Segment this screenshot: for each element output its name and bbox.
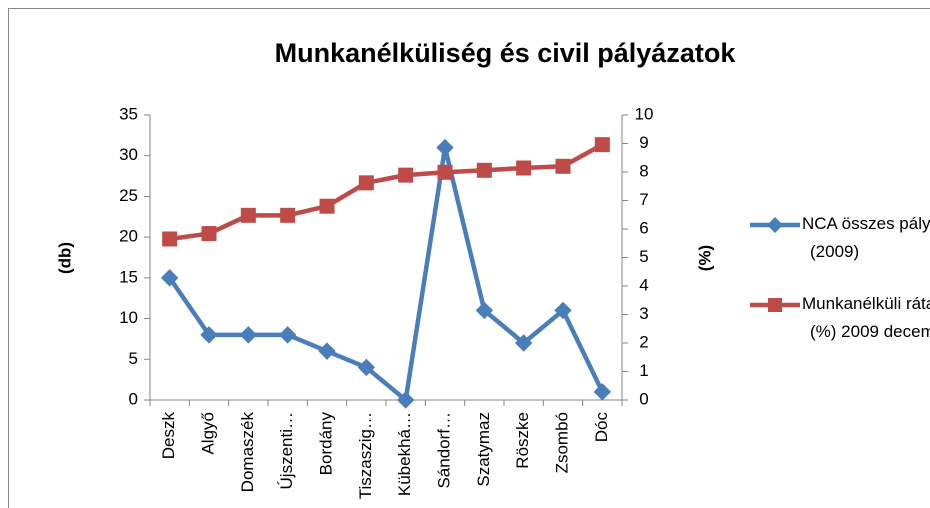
x-tick-label: Zsombó [552, 412, 571, 473]
legend-label-line: Munkanélküli ráta [802, 294, 930, 313]
legend-label: Munkanélküli ráta (%) 2009 december [802, 294, 930, 341]
x-tick-label: Deszk [159, 412, 178, 460]
legend-label-line: (%) 2009 december [810, 322, 930, 341]
y2-tick-label: 7 [639, 190, 648, 209]
y-tick-label: 15 [119, 267, 138, 286]
y2-axis-label: (%) [695, 245, 714, 271]
data-point [280, 207, 296, 223]
y2-tick-label: 9 [639, 133, 648, 152]
y-tick-label: 35 [119, 104, 138, 123]
x-tick-label: Tiszaszig… [356, 412, 375, 499]
x-tick-label: Kübekhá… [395, 412, 414, 496]
chart-title: Munkanélküliség és civil pályázatok [275, 38, 737, 68]
data-point [554, 301, 572, 320]
y-tick-label: 25 [119, 186, 138, 205]
data-point [594, 137, 610, 153]
y2-tick-label: 4 [639, 275, 648, 294]
data-point [162, 231, 178, 247]
x-tick-label: Röszke [513, 412, 532, 469]
data-point [200, 326, 218, 344]
data-point [240, 207, 256, 223]
data-point [514, 334, 533, 352]
y-tick-label: 30 [119, 145, 138, 164]
y-tick-label: 0 [129, 389, 138, 408]
x-tick-label: Dóc [592, 412, 611, 443]
y2-tick-label: 2 [639, 332, 648, 351]
chart-border [8, 8, 930, 508]
data-point [436, 138, 454, 157]
legend-label-line: (2009) [810, 242, 859, 261]
data-point [437, 164, 453, 180]
legend-marker [767, 217, 783, 233]
x-tick-label: Újszenti… [277, 412, 296, 489]
y2-tick-label: 5 [639, 247, 648, 266]
data-point [476, 162, 492, 178]
y2-tick-label: 1 [639, 361, 648, 380]
x-tick-label: Sándorf… [434, 412, 453, 489]
data-point [160, 269, 179, 287]
data-point [555, 158, 571, 174]
x-tick-label: Szatymaz [474, 412, 493, 487]
x-tick-label: Domaszék [238, 412, 257, 493]
y-axis-label: (db) [55, 242, 74, 274]
y2-tick-label: 0 [639, 389, 648, 408]
legend-label: NCA összes pályázat (2009) [802, 214, 930, 261]
legend-label-line: NCA összes pályázat [802, 214, 930, 233]
data-point [318, 342, 336, 360]
y2-tick-label: 6 [639, 218, 648, 237]
y-tick-label: 5 [129, 349, 138, 368]
data-point [357, 358, 376, 377]
x-tick-label: Bordány [316, 412, 335, 476]
data-point [516, 160, 532, 176]
data-point [239, 326, 258, 344]
data-point [475, 301, 494, 320]
data-point [396, 391, 415, 409]
data-point [319, 198, 335, 214]
data-point [358, 175, 374, 191]
x-tick-label: Algyő [198, 412, 217, 455]
data-point [398, 167, 414, 183]
data-point [593, 383, 612, 401]
y2-tick-label: 3 [639, 304, 648, 323]
y-tick-label: 20 [119, 227, 138, 246]
y2-tick-label: 10 [635, 104, 654, 123]
y-tick-label: 10 [119, 308, 138, 327]
y2-tick-label: 8 [639, 161, 648, 180]
legend-marker [768, 298, 782, 312]
data-point [278, 326, 297, 344]
data-point [201, 226, 217, 242]
